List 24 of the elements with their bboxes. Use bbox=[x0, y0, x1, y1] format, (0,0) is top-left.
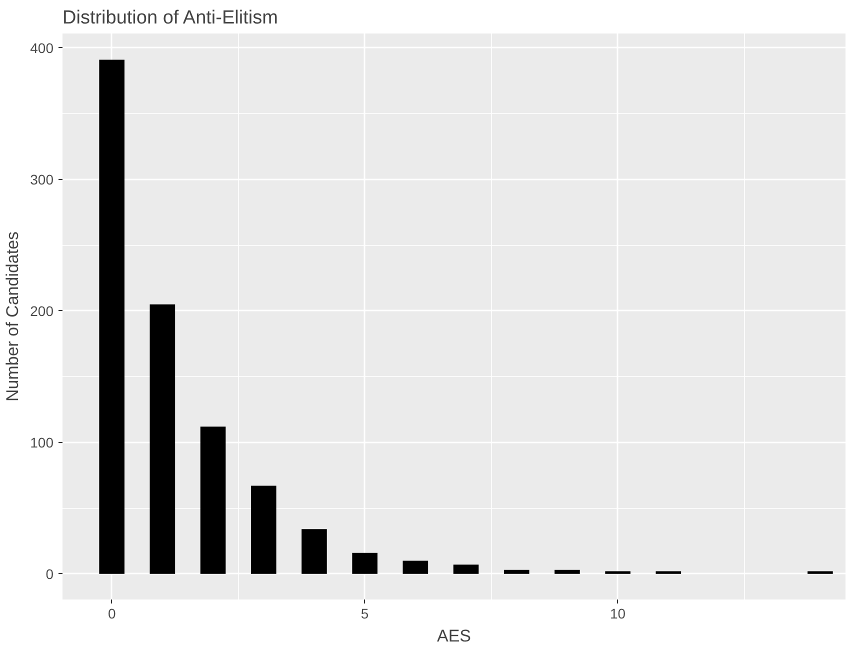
x-tick-label: 5 bbox=[360, 606, 369, 622]
bar bbox=[402, 560, 428, 574]
y-tick-label: 200 bbox=[30, 302, 54, 319]
bar bbox=[302, 529, 327, 574]
bar bbox=[200, 426, 226, 574]
bar bbox=[352, 552, 378, 574]
bar bbox=[453, 564, 479, 574]
x-tick-label: 0 bbox=[108, 606, 116, 622]
bar bbox=[250, 486, 276, 574]
y-tick-label: 100 bbox=[30, 434, 54, 450]
bar bbox=[99, 60, 124, 574]
y-axis-title: Number of Candidates bbox=[3, 231, 22, 402]
bar bbox=[656, 571, 682, 574]
y-tick-label: 0 bbox=[46, 566, 54, 582]
bar bbox=[554, 570, 580, 574]
y-tick-label: 400 bbox=[30, 40, 54, 56]
bar bbox=[504, 570, 530, 574]
bar bbox=[150, 304, 176, 574]
x-axis-title: AES bbox=[436, 626, 472, 646]
y-tick-label: 300 bbox=[30, 171, 54, 188]
bar bbox=[605, 571, 630, 574]
chart-title: Distribution of Anti-Elitism bbox=[62, 8, 278, 28]
bar bbox=[808, 571, 833, 574]
x-tick-label: 10 bbox=[610, 606, 626, 622]
